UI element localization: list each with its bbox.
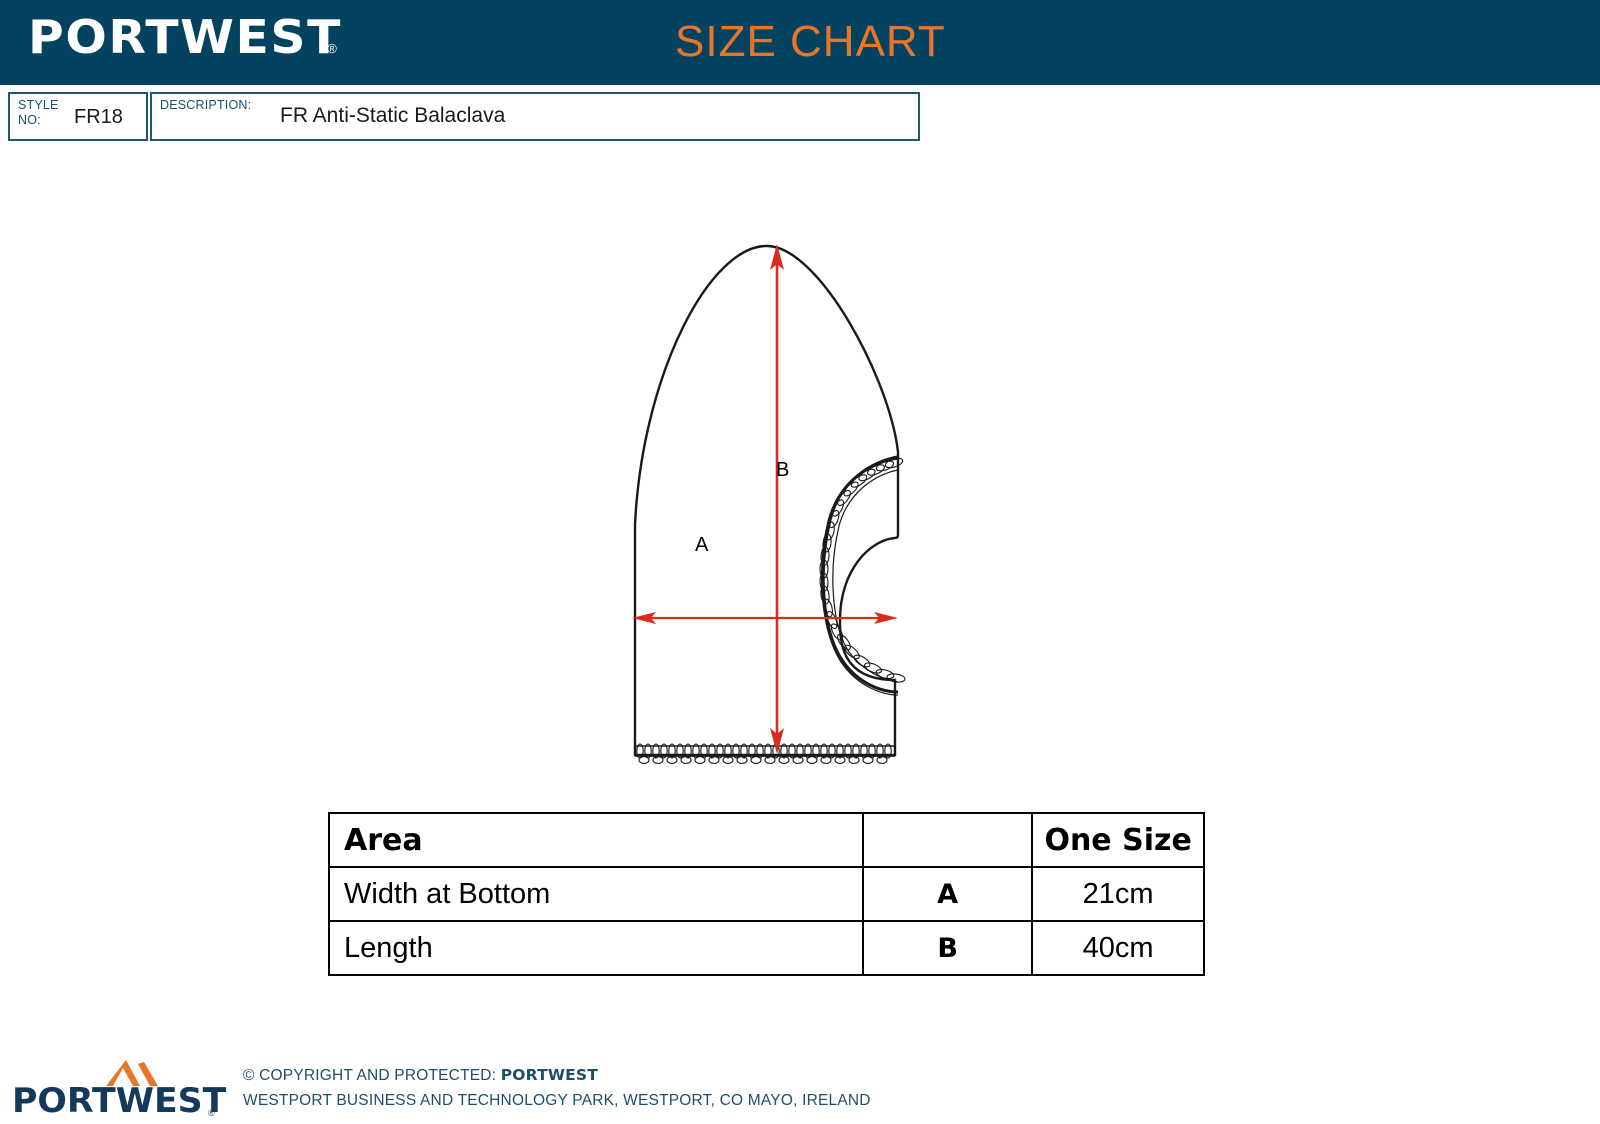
dimension-arrow-a	[632, 612, 898, 624]
table-header-area: Area	[327, 812, 865, 868]
description-value: FR Anti-Static Balaclava	[280, 104, 506, 127]
size-table: Area One Size Width at Bottom A 21cm Len…	[327, 812, 1205, 976]
dimension-label-b: B	[776, 459, 790, 481]
style-no-value: FR18	[74, 106, 123, 128]
mountain-chevron-icon	[106, 1060, 158, 1086]
balaclava-technical-drawing-svg	[632, 244, 906, 764]
table-row: Width at Bottom A 21cm	[327, 866, 1205, 922]
dimension-arrow-b	[770, 244, 784, 754]
balaclava-diagram	[590, 180, 950, 780]
footer-logo-text: PORTWEST	[12, 1081, 227, 1121]
row-area-width-at-bottom: Width at Bottom	[327, 866, 865, 922]
table-header-one-size: One Size	[1031, 812, 1205, 868]
table-header-letter	[862, 812, 1034, 868]
footer-copyright-brand: PORTWEST	[500, 1066, 599, 1084]
row-letter-a: A	[862, 866, 1034, 922]
description-box: DESCRIPTION: FR Anti-Static Balaclava	[150, 92, 920, 141]
row-letter-b: B	[862, 920, 1034, 976]
bottom-hem-stitching	[635, 743, 895, 764]
table-header-row: Area One Size	[327, 812, 1205, 868]
footer-registered-trademark-icon: ®	[208, 1108, 215, 1118]
footer-copyright: © COPYRIGHT AND PROTECTED: PORTWEST WEST…	[243, 1063, 871, 1113]
row-value-width-at-bottom: 21cm	[1031, 866, 1205, 922]
portwest-logo: PORTWEST ®	[28, 14, 340, 60]
table-row: Length B 40cm	[327, 920, 1205, 976]
portwest-logo-text: PORTWEST	[28, 10, 343, 64]
row-area-length: Length	[327, 920, 865, 976]
page-title: SIZE CHART	[675, 17, 946, 66]
dimension-label-a: A	[695, 534, 709, 556]
header-band: PORTWEST ® SIZE CHART	[0, 0, 1600, 85]
footer-copyright-prefix: © COPYRIGHT AND PROTECTED:	[243, 1067, 501, 1084]
description-label: DESCRIPTION:	[160, 98, 252, 112]
face-opening-stitching	[819, 455, 906, 696]
footer-copyright-line: © COPYRIGHT AND PROTECTED: PORTWEST	[243, 1063, 871, 1088]
footer-portwest-logo: PORTWEST ®	[12, 1058, 226, 1120]
style-no-box: STYLE NO: FR18	[8, 92, 148, 141]
footer-address-line: WESTPORT BUSINESS AND TECHNOLOGY PARK, W…	[243, 1092, 871, 1109]
registered-trademark-icon: ®	[327, 41, 337, 56]
style-no-label: STYLE NO:	[18, 98, 59, 127]
row-value-length: 40cm	[1031, 920, 1205, 976]
